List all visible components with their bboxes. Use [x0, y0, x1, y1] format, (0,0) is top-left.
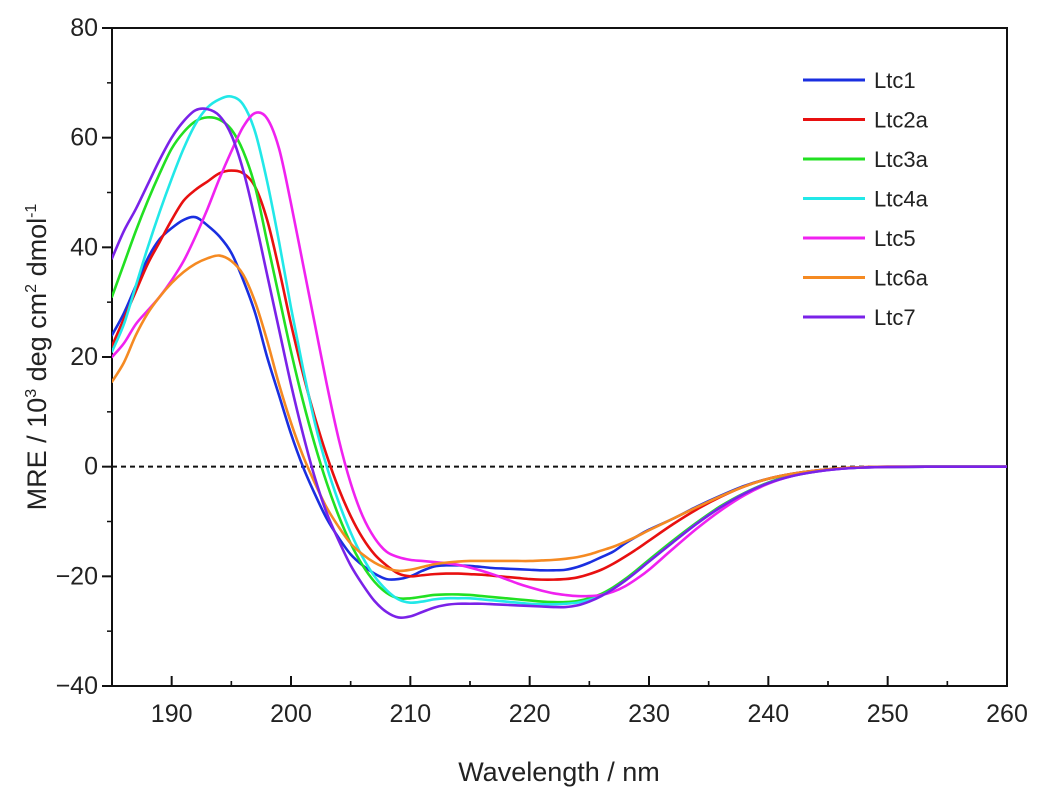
x-tick-label: 220: [509, 700, 551, 728]
y-tick-label: 0: [84, 453, 98, 481]
legend-label-ltc4a: Ltc4a: [874, 187, 929, 212]
x-tick-label: 210: [389, 700, 431, 728]
axis-tick-labels: 190 200 210 220 230 240 250 260 −40 −20 0 20 40 60 80: [56, 14, 1028, 728]
y-axis-title-prefix: MRE / 10: [22, 398, 52, 511]
legend: Ltc1 Ltc2a Ltc3a Ltc4a Ltc5 Ltc6a Ltc7: [803, 68, 929, 330]
y-axis-title-unit-deg-cm: deg cm: [22, 293, 52, 389]
series-line-ltc7: [112, 107, 1007, 620]
y-tick-label: −40: [56, 672, 98, 700]
y-tick-label: 60: [70, 124, 98, 152]
y-tick-label: 40: [70, 233, 98, 261]
x-tick-label: 250: [867, 700, 909, 728]
y-tick-label: −20: [56, 562, 98, 590]
legend-label-ltc7: Ltc7: [874, 305, 916, 330]
y-axis-title-sup-2: 2: [23, 284, 40, 293]
x-tick-label: 230: [628, 700, 670, 728]
y-axis-title: MRE / 103 deg cm2 dmol-1: [22, 204, 52, 511]
y-tick-label: 80: [70, 14, 98, 42]
x-tick-label: 200: [270, 700, 312, 728]
axis-ticks: [102, 27, 1008, 687]
x-tick-label: 260: [986, 700, 1028, 728]
legend-label-ltc2a: Ltc2a: [874, 108, 929, 133]
series-lines: [112, 95, 1007, 620]
y-tick-label: 20: [70, 343, 98, 371]
x-tick-label: 240: [747, 700, 789, 728]
legend-label-ltc3a: Ltc3a: [874, 147, 929, 172]
series-line-ltc5: [112, 111, 1007, 598]
x-tick-label: 190: [151, 700, 193, 728]
legend-label-ltc6a: Ltc6a: [874, 266, 929, 291]
legend-label-ltc5: Ltc5: [874, 226, 916, 251]
y-axis-title-unit-dmol: dmol: [22, 218, 52, 284]
legend-label-ltc1: Ltc1: [874, 68, 916, 93]
x-axis-title: Wavelength / nm: [458, 757, 660, 787]
series-line-ltc6a: [112, 254, 1007, 573]
plot-frame: [111, 27, 1008, 687]
y-axis-title-sup-3: 3: [23, 389, 40, 398]
y-axis-title-sup-minus1: -1: [23, 204, 40, 218]
